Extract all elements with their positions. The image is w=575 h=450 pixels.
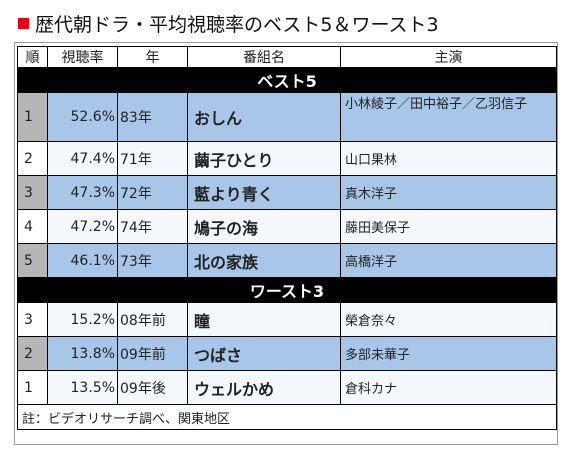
- year-cell: 71年: [117, 141, 188, 176]
- rank-cell: 3: [17, 175, 48, 210]
- rating-cell: 47.4%: [47, 141, 118, 176]
- best-section-row: ベスト5: [17, 67, 557, 93]
- table-row: 2 13.8% 09年前 つばさ 多部未華子: [17, 336, 557, 371]
- rank-cell: 1: [17, 92, 48, 142]
- best-section-label: ベスト5: [17, 67, 557, 93]
- year-cell: 73年: [117, 243, 188, 278]
- header-rating: 視聴率: [47, 46, 118, 68]
- rank-cell: 1: [17, 370, 48, 405]
- title-text: 歴代朝ドラ・平均視聴率のベスト5＆ワースト3: [35, 13, 439, 36]
- cast-cell: 真木洋子: [340, 175, 557, 210]
- year-cell: 72年: [117, 175, 188, 210]
- program-cell: おしん: [187, 92, 341, 142]
- year-cell: 09年後: [117, 370, 188, 405]
- rating-cell: 13.8%: [47, 336, 118, 371]
- header-year: 年: [117, 46, 188, 68]
- program-cell: つばさ: [187, 336, 341, 371]
- rank-cell: 2: [17, 336, 48, 371]
- rating-cell: 15.2%: [47, 302, 118, 337]
- table-row: 1 52.6% 83年 おしん 小林綾子／田中裕子／乙羽信子: [17, 92, 557, 142]
- cast-cell: 多部未華子: [340, 336, 557, 371]
- table-row: 3 15.2% 08年前 瞳 榮倉奈々: [17, 302, 557, 337]
- worst-section-row: ワースト3: [17, 277, 557, 303]
- table-row: 2 47.4% 71年 繭子ひとり 山口果林: [17, 141, 557, 176]
- table-row: 3 47.3% 72年 藍より青く 真木洋子: [17, 175, 557, 210]
- cast-cell: 高橋洋子: [340, 243, 557, 278]
- program-cell: 繭子ひとり: [187, 141, 341, 176]
- rating-cell: 46.1%: [47, 243, 118, 278]
- rating-cell: 47.3%: [47, 175, 118, 210]
- year-cell: 08年前: [117, 302, 188, 337]
- header-program: 番組名: [187, 46, 341, 68]
- cast-cell: 藤田美保子: [340, 209, 557, 244]
- cast-cell: 山口果林: [340, 141, 557, 176]
- program-cell: ウェルかめ: [187, 370, 341, 405]
- table-frame: [14, 42, 558, 445]
- table-row: 5 46.1% 73年 北の家族 高橋洋子: [17, 243, 557, 278]
- rank-cell: 4: [17, 209, 48, 244]
- cast-cell: 榮倉奈々: [340, 302, 557, 337]
- year-cell: 83年: [117, 92, 188, 142]
- program-cell: 北の家族: [187, 243, 341, 278]
- rating-cell: 47.2%: [47, 209, 118, 244]
- rating-cell: 13.5%: [47, 370, 118, 405]
- note-row: 註：ビデオリサーチ調べ、関東地区: [17, 404, 557, 430]
- cast-cell: 倉科カナ: [340, 370, 557, 405]
- header-rank: 順: [17, 46, 48, 68]
- rank-cell: 2: [17, 141, 48, 176]
- year-cell: 09年前: [117, 336, 188, 371]
- source-note: 註：ビデオリサーチ調べ、関東地区: [17, 404, 557, 430]
- header-cast: 主演: [340, 46, 557, 68]
- program-cell: 瞳: [187, 302, 341, 337]
- program-cell: 藍より青く: [187, 175, 341, 210]
- rank-cell: 5: [17, 243, 48, 278]
- rank-cell: 3: [17, 302, 48, 337]
- title-marker-icon: [18, 17, 29, 29]
- worst-section-label: ワースト3: [17, 277, 557, 303]
- cast-cell: 小林綾子／田中裕子／乙羽信子: [340, 92, 557, 142]
- table-row: 1 13.5% 09年後 ウェルかめ 倉科カナ: [17, 370, 557, 405]
- year-cell: 74年: [117, 209, 188, 244]
- header-row: 順 視聴率 年 番組名 主演: [17, 46, 557, 68]
- program-cell: 鳩子の海: [187, 209, 341, 244]
- rating-cell: 52.6%: [47, 92, 118, 142]
- table-row: 4 47.2% 74年 鳩子の海 藤田美保子: [17, 209, 557, 244]
- ratings-table: 順 視聴率 年 番組名 主演 ベスト5 1 52.6% 83年 おしん 小林綾子…: [17, 46, 557, 430]
- page-title: 歴代朝ドラ・平均視聴率のベスト5＆ワースト3: [18, 8, 439, 38]
